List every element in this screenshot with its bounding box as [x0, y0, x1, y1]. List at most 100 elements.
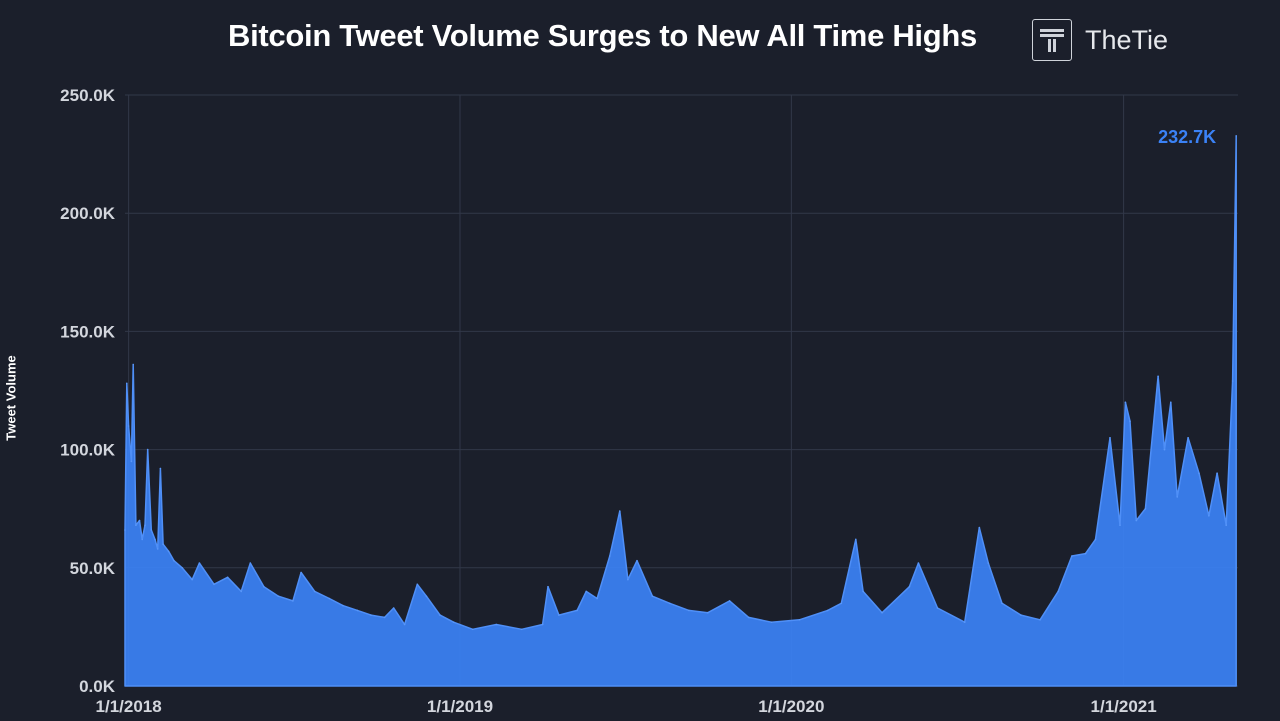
- data-point: [1001, 602, 1003, 605]
- data-point: [1187, 437, 1189, 439]
- data-point: [747, 616, 750, 619]
- data-point: [1157, 375, 1159, 378]
- data-point: [191, 578, 193, 581]
- data-point: [1216, 472, 1218, 475]
- data-point: [452, 621, 455, 623]
- data-point: [1084, 552, 1087, 555]
- chart-title: Bitcoin Tweet Volume Surges to New All T…: [228, 18, 977, 53]
- data-point: [213, 583, 215, 586]
- data-point: [668, 602, 671, 605]
- data-point: [130, 460, 133, 463]
- thetie-logo-icon: [1032, 19, 1072, 61]
- data-point: [392, 607, 395, 609]
- data-point: [596, 597, 598, 600]
- data-point: [707, 611, 709, 614]
- data-point: [541, 623, 544, 626]
- data-point: [978, 526, 981, 529]
- data-point: [908, 585, 911, 588]
- data-point: [1119, 524, 1121, 526]
- data-point: [1144, 507, 1147, 510]
- data-point: [167, 550, 170, 553]
- data-point: [141, 538, 143, 541]
- x-tick-label: 1/1/2019: [427, 697, 493, 716]
- data-point: [439, 614, 441, 616]
- data-point: [146, 448, 149, 451]
- data-point: [627, 578, 629, 581]
- data-point: [328, 597, 331, 600]
- data-point: [150, 529, 153, 531]
- data-point: [1198, 472, 1200, 475]
- data-point: [770, 621, 773, 623]
- data-point: [1235, 135, 1237, 137]
- data-point: [342, 604, 344, 607]
- data-point: [636, 559, 638, 562]
- data-point: [249, 562, 252, 564]
- data-point: [277, 595, 280, 597]
- y-tick-label: 50.0K: [70, 559, 116, 578]
- data-point: [173, 559, 175, 562]
- data-point: [135, 524, 137, 526]
- data-point: [1135, 519, 1138, 522]
- data-point: [126, 382, 128, 385]
- x-tick-label: 1/1/2020: [758, 697, 824, 716]
- data-point: [1071, 555, 1073, 557]
- y-tick-label: 150.0K: [60, 322, 116, 341]
- data-point: [138, 519, 141, 522]
- data-point: [619, 510, 621, 512]
- data-point: [862, 590, 864, 593]
- data-point: [1094, 538, 1097, 541]
- data-point: [520, 628, 523, 631]
- y-tick-label: 0.0K: [79, 677, 116, 696]
- data-point: [425, 595, 428, 597]
- data-point: [558, 614, 560, 616]
- data-point: [300, 571, 302, 574]
- data-point: [159, 467, 162, 470]
- data-point: [1109, 437, 1111, 439]
- x-tick-label: 1/1/2018: [96, 697, 162, 716]
- data-point: [1170, 401, 1172, 404]
- data-point: [1039, 619, 1041, 621]
- data-point: [1163, 448, 1166, 451]
- data-point: [881, 611, 883, 614]
- data-point: [198, 562, 201, 564]
- x-axis-ticks: 1/1/2018 1/1/2019 1/1/2020 1/1/2021: [96, 697, 1157, 716]
- data-point: [132, 363, 134, 366]
- data-point: [1124, 401, 1127, 404]
- data-point: [1176, 496, 1178, 498]
- data-point: [156, 548, 159, 550]
- annotations: 232.7K: [1158, 127, 1216, 147]
- data-point: [585, 590, 587, 593]
- y-axis-ticks: 0.0K 50.0K 100.0K 150.0K 200.0K 250.0K: [60, 86, 116, 696]
- data-point: [576, 609, 578, 612]
- brand-logo: TheTie: [1032, 18, 1168, 62]
- data-point: [1020, 614, 1022, 616]
- data-point: [728, 600, 731, 602]
- y-tick-label: 100.0K: [60, 441, 116, 460]
- data-point: [162, 543, 164, 545]
- data-point: [416, 583, 419, 586]
- peak-value-label: 232.7K: [1158, 127, 1216, 147]
- y-tick-label: 200.0K: [60, 204, 116, 223]
- data-point: [917, 562, 920, 564]
- data-point: [547, 585, 549, 588]
- data-point: [124, 529, 126, 531]
- data-point: [798, 619, 801, 621]
- data-point: [987, 562, 990, 564]
- data-point: [240, 590, 242, 593]
- data-point: [144, 524, 146, 526]
- data-point: [840, 602, 843, 605]
- data-point: [1231, 380, 1234, 382]
- data-point: [263, 585, 265, 588]
- data-point: [936, 607, 939, 609]
- x-tick-label: 1/1/2021: [1091, 697, 1157, 716]
- data-point: [403, 623, 406, 626]
- data-point: [292, 600, 294, 602]
- data-point: [383, 616, 386, 619]
- data-point: [154, 538, 156, 541]
- data-point: [127, 425, 130, 427]
- series-area: [124, 135, 1237, 687]
- data-point: [471, 628, 474, 631]
- data-point: [356, 609, 359, 612]
- data-point: [855, 538, 857, 541]
